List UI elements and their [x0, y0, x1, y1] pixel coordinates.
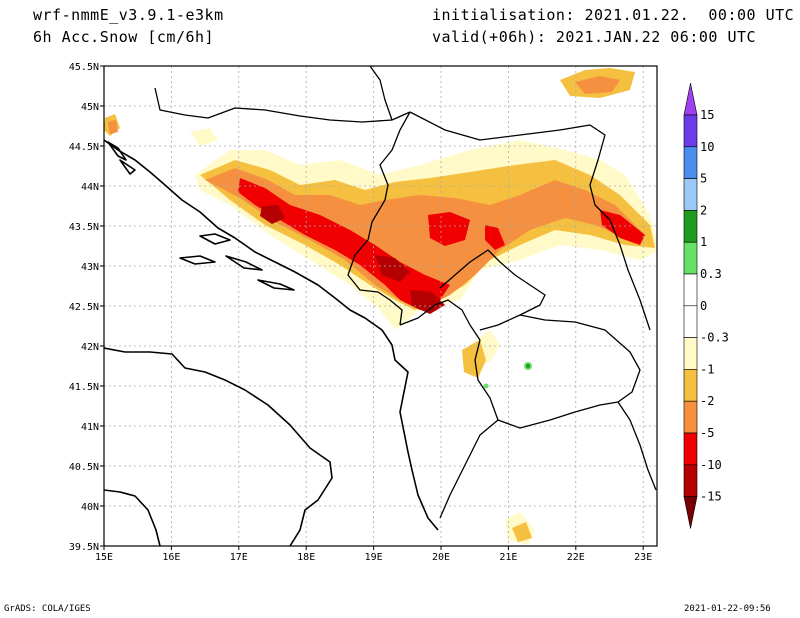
border-north-macedonia	[474, 314, 641, 429]
colorbar-segment	[683, 305, 698, 338]
colorbar-label: -0.3	[700, 331, 729, 345]
border-bulgaria	[609, 219, 651, 331]
field-title: 6h Acc.Snow [cm/6h]	[33, 28, 215, 46]
lat-label: 42N	[81, 342, 99, 353]
border-albania-montenegro	[399, 299, 481, 341]
italy-heel	[104, 489, 161, 546]
colorbar-label: 15	[700, 108, 714, 122]
colorbar-label: 10	[700, 140, 714, 154]
island	[257, 279, 295, 291]
snow-spot-green	[526, 364, 530, 368]
valid-time: valid(+06h): 2021.JAN.22 06:00 UTC	[432, 28, 757, 46]
island	[107, 141, 127, 161]
border-bulgaria-greece	[617, 401, 657, 491]
snow-band-light	[190, 128, 218, 146]
colorbar-segment	[683, 210, 698, 243]
lon-label: 15E	[95, 552, 113, 563]
lat-label: 42.5N	[69, 302, 99, 313]
colorbar-segment	[683, 241, 698, 275]
border-north	[369, 66, 393, 121]
colorbar: 15 10 5 2 1 0.3 0 -0.3 -1 -2 -5 -10 -15	[683, 82, 729, 529]
border-north	[154, 87, 411, 123]
footer-timestamp: 2021-01-22-09:56	[684, 604, 771, 614]
border-bih-montenegro	[347, 239, 403, 326]
lat-label: 44N	[81, 182, 99, 193]
italy-coast	[104, 347, 333, 546]
colorbar-bottom-arrow	[683, 496, 698, 529]
colorbar-label: 0	[700, 299, 707, 313]
colorbar-segment	[683, 114, 698, 148]
snow-field	[104, 68, 657, 545]
lat-label: 45N	[81, 102, 99, 113]
lon-label: 21E	[499, 552, 517, 563]
snow-band-darkred	[375, 255, 410, 282]
init-time: initialisation: 2021.01.22. 00:00 UTC	[432, 6, 795, 24]
island	[179, 255, 216, 265]
lat-label: 45.5N	[69, 62, 99, 73]
colorbar-segment	[683, 400, 698, 434]
lon-label: 20E	[432, 552, 450, 563]
lon-label: 18E	[297, 552, 315, 563]
colorbar-segment	[683, 369, 698, 402]
border-albania-greece	[439, 419, 499, 519]
lon-label: 22E	[567, 552, 585, 563]
colorbar-label: 2	[700, 203, 707, 217]
country-borders	[154, 66, 657, 519]
colorbar-label: -10	[700, 458, 722, 472]
lon-label: 16E	[162, 552, 180, 563]
lon-label: 19E	[365, 552, 383, 563]
colorbar-label: 0.3	[700, 267, 722, 281]
colorbar-segment	[683, 178, 698, 211]
snow-band-yellow	[462, 340, 486, 378]
footer-credit: GrADS: COLA/IGES	[4, 604, 91, 614]
border-serbia-east	[409, 111, 611, 221]
colorbar-label: -5	[700, 426, 714, 440]
lat-label: 39.5N	[69, 542, 99, 553]
lat-label: 41.5N	[69, 382, 99, 393]
island	[119, 159, 136, 175]
snow-band-yellow	[512, 522, 532, 542]
lon-label: 23E	[634, 552, 652, 563]
lat-label: 40.5N	[69, 462, 99, 473]
colorbar-label: -15	[700, 490, 722, 504]
lat-label: 40N	[81, 502, 99, 513]
lat-label: 41N	[81, 422, 99, 433]
border-serbia-croatia	[367, 111, 411, 241]
model-title: wrf-nmmE_v3.9.1-e3km	[33, 6, 224, 24]
axis-ticks	[100, 65, 644, 550]
colorbar-segment	[683, 146, 698, 179]
border-kosovo	[439, 249, 546, 316]
lat-label: 44.5N	[69, 142, 99, 153]
colorbar-top-arrow	[683, 82, 698, 116]
lat-label: 43.5N	[69, 222, 99, 233]
map-area	[104, 66, 657, 546]
lon-labels: 15E 16E 17E 18E 19E 20E 21E 22E 23E	[95, 552, 652, 563]
lat-label: 43N	[81, 262, 99, 273]
lat-labels: 45.5N 45N 44.5N 44N 43.5N 43N 42.5N 42N 41.5N 41N…	[69, 62, 99, 553]
island	[225, 255, 263, 271]
snow-band-orange	[108, 120, 118, 134]
island	[199, 233, 231, 245]
colorbar-label: 1	[700, 235, 707, 249]
colorbar-segment	[683, 337, 698, 370]
snow-band-darkred	[260, 205, 285, 224]
graticule	[104, 66, 657, 546]
snow-band-orange	[205, 168, 645, 310]
colorbar-label: -1	[700, 362, 714, 376]
snow-band-orange	[575, 76, 620, 94]
adriatic-east-coast	[104, 139, 439, 531]
snow-band-red	[485, 225, 505, 250]
colorbar-label: -2	[700, 394, 714, 408]
snow-band-darkred	[410, 290, 445, 314]
colorbar-segment	[683, 432, 698, 466]
colorbar-segment	[683, 273, 698, 307]
colorbar-label: 5	[700, 172, 707, 186]
snow-band-red	[600, 210, 645, 245]
colorbar-segment	[683, 464, 698, 497]
lon-label: 17E	[230, 552, 248, 563]
coastlines	[104, 139, 439, 546]
snow-band-red	[428, 212, 470, 246]
